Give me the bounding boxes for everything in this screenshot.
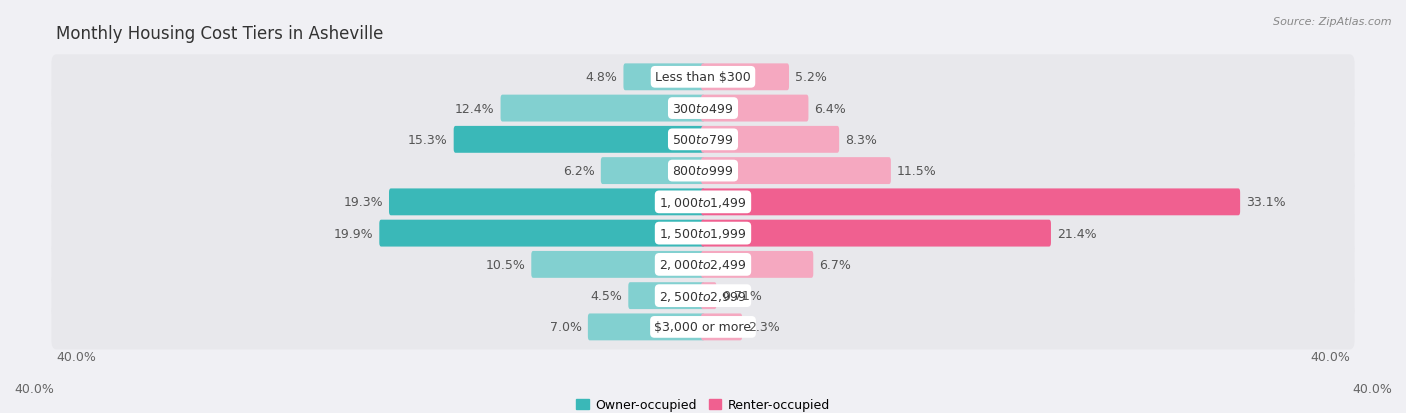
Text: 0.71%: 0.71% bbox=[723, 290, 762, 302]
FancyBboxPatch shape bbox=[702, 189, 1240, 216]
Text: 15.3%: 15.3% bbox=[408, 133, 447, 147]
FancyBboxPatch shape bbox=[702, 314, 742, 341]
Text: 8.3%: 8.3% bbox=[845, 133, 877, 147]
Text: $2,500 to $2,999: $2,500 to $2,999 bbox=[659, 289, 747, 303]
Text: $3,000 or more: $3,000 or more bbox=[655, 320, 751, 334]
Text: 11.5%: 11.5% bbox=[897, 165, 936, 178]
FancyBboxPatch shape bbox=[600, 158, 704, 185]
Text: 7.0%: 7.0% bbox=[550, 320, 582, 334]
FancyBboxPatch shape bbox=[52, 55, 1354, 100]
FancyBboxPatch shape bbox=[52, 273, 1354, 318]
Text: $300 to $499: $300 to $499 bbox=[672, 102, 734, 115]
FancyBboxPatch shape bbox=[389, 189, 704, 216]
Text: 12.4%: 12.4% bbox=[454, 102, 495, 115]
Text: $1,500 to $1,999: $1,500 to $1,999 bbox=[659, 227, 747, 240]
FancyBboxPatch shape bbox=[52, 242, 1354, 287]
Text: Monthly Housing Cost Tiers in Asheville: Monthly Housing Cost Tiers in Asheville bbox=[56, 24, 384, 43]
Text: $800 to $999: $800 to $999 bbox=[672, 165, 734, 178]
Text: 4.5%: 4.5% bbox=[591, 290, 621, 302]
Text: $1,000 to $1,499: $1,000 to $1,499 bbox=[659, 195, 747, 209]
Text: 2.3%: 2.3% bbox=[748, 320, 780, 334]
FancyBboxPatch shape bbox=[702, 158, 891, 185]
FancyBboxPatch shape bbox=[52, 118, 1354, 162]
Text: 10.5%: 10.5% bbox=[485, 258, 526, 271]
Text: Source: ZipAtlas.com: Source: ZipAtlas.com bbox=[1274, 17, 1392, 26]
FancyBboxPatch shape bbox=[702, 64, 789, 91]
FancyBboxPatch shape bbox=[623, 64, 704, 91]
Text: 33.1%: 33.1% bbox=[1246, 196, 1286, 209]
Text: 19.9%: 19.9% bbox=[333, 227, 373, 240]
Text: $500 to $799: $500 to $799 bbox=[672, 133, 734, 147]
FancyBboxPatch shape bbox=[380, 220, 704, 247]
FancyBboxPatch shape bbox=[454, 127, 704, 153]
FancyBboxPatch shape bbox=[501, 95, 704, 122]
Text: 19.3%: 19.3% bbox=[343, 196, 382, 209]
Text: 4.8%: 4.8% bbox=[585, 71, 617, 84]
Text: 40.0%: 40.0% bbox=[56, 350, 96, 363]
Text: 21.4%: 21.4% bbox=[1057, 227, 1097, 240]
FancyBboxPatch shape bbox=[531, 252, 704, 278]
FancyBboxPatch shape bbox=[702, 220, 1050, 247]
FancyBboxPatch shape bbox=[52, 149, 1354, 194]
FancyBboxPatch shape bbox=[702, 95, 808, 122]
Text: 40.0%: 40.0% bbox=[1310, 350, 1350, 363]
Text: 5.2%: 5.2% bbox=[796, 71, 827, 84]
Text: 6.7%: 6.7% bbox=[820, 258, 851, 271]
Text: 40.0%: 40.0% bbox=[14, 382, 53, 395]
Text: $2,000 to $2,499: $2,000 to $2,499 bbox=[659, 258, 747, 272]
FancyBboxPatch shape bbox=[52, 180, 1354, 225]
Legend: Owner-occupied, Renter-occupied: Owner-occupied, Renter-occupied bbox=[571, 393, 835, 413]
FancyBboxPatch shape bbox=[702, 282, 717, 309]
FancyBboxPatch shape bbox=[628, 282, 704, 309]
FancyBboxPatch shape bbox=[588, 314, 704, 341]
Text: 40.0%: 40.0% bbox=[1353, 382, 1392, 395]
Text: 6.4%: 6.4% bbox=[814, 102, 846, 115]
Text: 6.2%: 6.2% bbox=[562, 165, 595, 178]
Text: Less than $300: Less than $300 bbox=[655, 71, 751, 84]
FancyBboxPatch shape bbox=[52, 211, 1354, 256]
FancyBboxPatch shape bbox=[52, 86, 1354, 131]
FancyBboxPatch shape bbox=[52, 305, 1354, 349]
FancyBboxPatch shape bbox=[702, 127, 839, 153]
FancyBboxPatch shape bbox=[702, 252, 813, 278]
